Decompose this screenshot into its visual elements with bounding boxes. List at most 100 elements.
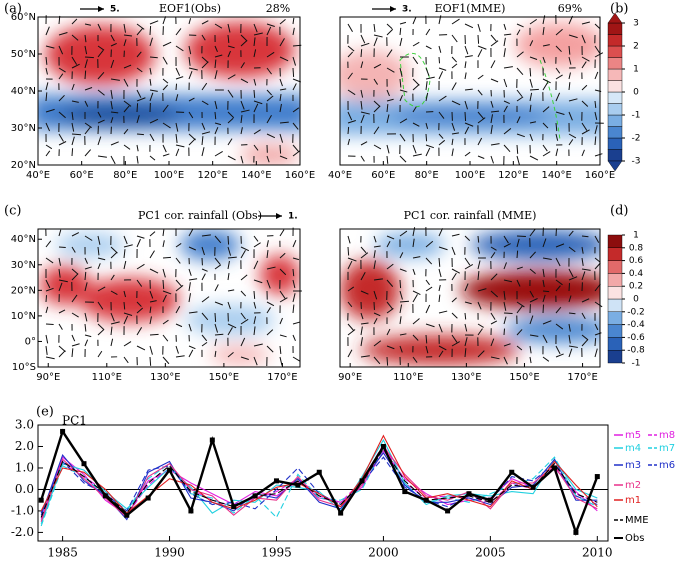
wind-vector bbox=[581, 312, 586, 320]
wind-vector bbox=[412, 294, 418, 303]
wind-vector bbox=[201, 296, 210, 303]
colorbar-band bbox=[607, 311, 623, 325]
wind-vector bbox=[412, 318, 420, 325]
wind-vector bbox=[136, 327, 143, 336]
wind-vector bbox=[503, 235, 509, 244]
wind-vector bbox=[438, 284, 441, 292]
wind-vector bbox=[529, 104, 532, 113]
wind-vector bbox=[292, 321, 301, 325]
wind-vector bbox=[58, 323, 63, 330]
wind-vector bbox=[399, 279, 402, 289]
wind-vector bbox=[412, 290, 421, 296]
y-tick-label: 3.0 bbox=[15, 418, 34, 432]
wind-vector bbox=[386, 144, 390, 154]
wind-vector bbox=[490, 125, 493, 135]
wind-vector bbox=[490, 34, 497, 42]
colorbar-tick-label: -1 bbox=[632, 111, 641, 121]
wind-vector bbox=[347, 235, 351, 244]
wind-vector bbox=[292, 56, 297, 66]
wind-vector bbox=[84, 59, 88, 69]
wind-vector bbox=[373, 260, 376, 270]
wind-vector bbox=[253, 100, 263, 105]
wind-vector bbox=[568, 230, 574, 237]
wind-vector bbox=[214, 23, 223, 29]
wind-vector bbox=[71, 294, 78, 303]
series-line bbox=[40, 447, 598, 527]
wind-vector bbox=[84, 126, 91, 135]
obs-marker bbox=[573, 529, 579, 535]
wind-vector bbox=[347, 301, 353, 308]
y-tick-label: 50°N bbox=[11, 49, 36, 60]
wind-vector bbox=[149, 231, 156, 237]
wind-vector bbox=[136, 23, 145, 30]
wind-vector bbox=[214, 323, 219, 333]
wind-vector bbox=[136, 103, 139, 113]
wind-vector bbox=[188, 282, 191, 292]
wind-vector bbox=[71, 232, 80, 237]
wind-vector bbox=[594, 125, 598, 135]
obs-marker bbox=[252, 493, 258, 499]
obs-marker bbox=[145, 495, 151, 501]
wind-vector bbox=[373, 78, 378, 85]
wind-vector bbox=[227, 289, 235, 292]
wind-vector bbox=[279, 133, 284, 143]
wind-vector bbox=[188, 97, 195, 102]
wind-vector bbox=[97, 350, 103, 358]
wind-vector bbox=[412, 268, 416, 275]
wind-vector bbox=[451, 272, 457, 281]
wind-vector bbox=[347, 260, 353, 270]
series-line bbox=[40, 456, 598, 514]
wind-vector bbox=[58, 268, 61, 278]
wind-vector bbox=[214, 333, 224, 336]
wind-vector bbox=[162, 290, 172, 295]
wind-vector bbox=[464, 88, 473, 91]
wind-vector bbox=[503, 100, 510, 105]
wind-vector bbox=[399, 89, 408, 93]
x-tick-label: 140°E bbox=[541, 170, 571, 181]
wind-vector bbox=[240, 337, 246, 347]
wind-vector bbox=[555, 133, 559, 141]
wind-vector bbox=[594, 235, 600, 243]
wind-vector bbox=[503, 37, 506, 47]
wind-vector bbox=[542, 44, 550, 47]
colorbar-band bbox=[607, 114, 623, 127]
wind-vector bbox=[594, 45, 601, 54]
wind-vector bbox=[529, 334, 539, 337]
wind-vector bbox=[110, 251, 118, 259]
wind-vector bbox=[451, 148, 454, 157]
wind-vector bbox=[175, 67, 181, 76]
colorbar-band bbox=[607, 22, 623, 35]
wind-vector bbox=[227, 256, 237, 259]
wind-vector bbox=[581, 334, 589, 341]
wind-vector bbox=[175, 355, 185, 358]
panel-title: PC1 bbox=[62, 414, 87, 428]
wind-vector bbox=[438, 111, 445, 119]
wind-vector bbox=[240, 114, 243, 124]
wind-vector bbox=[516, 133, 525, 138]
obs-marker bbox=[209, 437, 215, 443]
wind-vector bbox=[360, 111, 370, 115]
wind-vector bbox=[149, 316, 152, 325]
wind-vector bbox=[568, 98, 578, 102]
wind-vector bbox=[149, 345, 153, 355]
reference-arrow-label: 5. bbox=[110, 5, 120, 15]
y-tick-label: 20°N bbox=[11, 285, 36, 296]
y-tick-label: 10°N bbox=[11, 311, 36, 322]
wind-vector bbox=[292, 17, 295, 25]
legend-label: MME bbox=[625, 515, 649, 526]
wind-vector bbox=[71, 18, 78, 25]
wind-vector bbox=[84, 323, 87, 332]
variance-label: 28% bbox=[266, 2, 290, 15]
wind-vector bbox=[529, 67, 532, 77]
wind-vector bbox=[123, 244, 133, 248]
wind-vector bbox=[97, 235, 101, 245]
wind-vector bbox=[477, 246, 481, 254]
wind-vector bbox=[136, 345, 146, 351]
wind-vector bbox=[347, 89, 356, 96]
wind-vector bbox=[477, 23, 481, 32]
wind-vector bbox=[45, 26, 50, 36]
wind-vector bbox=[58, 282, 63, 292]
wind-vector bbox=[45, 82, 49, 91]
wind-vector bbox=[292, 107, 300, 113]
wind-vector bbox=[58, 45, 64, 55]
